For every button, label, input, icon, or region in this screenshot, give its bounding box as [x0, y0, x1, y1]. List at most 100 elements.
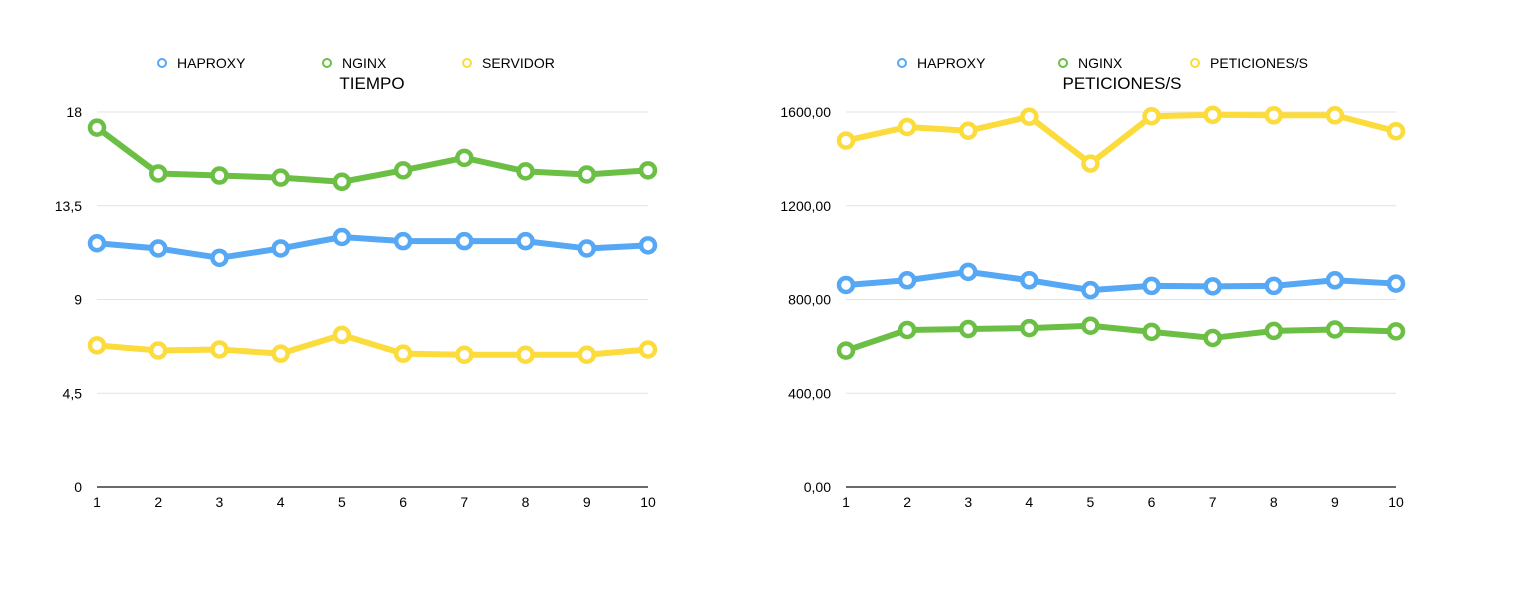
data-point — [87, 234, 107, 253]
data-point — [638, 236, 658, 255]
y-tick-label: 18 — [66, 104, 82, 120]
data-point — [516, 231, 535, 251]
chart-2: 0,00 400,00 800,00 1200,00 1600,00 1 2 3 4 5 6 7 8 9 1… — [780, 55, 1406, 510]
chart-title: PETICIONES/S — [1062, 74, 1181, 93]
x-tick-label: 3 — [216, 494, 224, 510]
y-tick-label: 800,00 — [788, 292, 831, 308]
data-point — [638, 161, 658, 180]
data-point — [516, 162, 535, 181]
data-point — [516, 345, 535, 364]
y-tick-label: 4,5 — [63, 385, 83, 401]
data-point — [393, 231, 413, 251]
data-point — [1203, 328, 1222, 348]
legend-label: PETICIONES/S — [1210, 55, 1308, 71]
x-tick-label: 5 — [1087, 494, 1095, 510]
x-tick-label: 10 — [1388, 494, 1404, 510]
legend-marker — [1190, 58, 1200, 68]
x-tick-label: 7 — [1209, 494, 1217, 510]
chart-title: TIEMPO — [339, 74, 404, 93]
data-point — [332, 172, 352, 192]
x-tick-label: 7 — [460, 494, 468, 510]
series-line-nginx — [843, 322, 1399, 354]
data-point — [958, 319, 978, 339]
series-line-haproxy — [94, 234, 651, 261]
x-tick-label: 3 — [964, 494, 972, 510]
data-point — [958, 262, 978, 282]
data-point — [1081, 316, 1100, 335]
data-point — [897, 320, 917, 340]
data-point — [1142, 276, 1161, 296]
x-tick-label: 8 — [522, 494, 530, 510]
x-tick-label: 6 — [399, 494, 407, 510]
x-tick-label: 4 — [277, 494, 285, 510]
data-point — [210, 248, 229, 268]
data-point — [1325, 320, 1345, 339]
y-tick-label: 1200,00 — [780, 198, 831, 214]
data-point — [1203, 105, 1222, 125]
data-point — [836, 341, 856, 360]
series-line-haproxy — [843, 268, 1399, 294]
legend-label: SERVIDOR — [482, 55, 555, 71]
data-point — [87, 118, 107, 137]
x-tick-label: 2 — [903, 494, 911, 510]
data-point — [332, 325, 352, 345]
y-tick-label: 9 — [74, 292, 82, 308]
data-point — [271, 344, 290, 363]
x-tick-label: 9 — [1331, 494, 1339, 510]
data-point — [148, 164, 168, 183]
series-line-nginx — [94, 124, 651, 185]
data-point — [836, 275, 856, 295]
x-tick-label: 5 — [338, 494, 346, 510]
series-line-peticiones-s — [843, 111, 1399, 167]
data-point — [455, 231, 474, 251]
legend-label: NGINX — [1078, 55, 1123, 71]
data-point — [271, 168, 290, 187]
x-tick-label: 1 — [842, 494, 850, 510]
data-point — [1264, 321, 1284, 341]
data-point — [638, 340, 658, 359]
series-line-servidor — [94, 331, 651, 358]
data-point — [577, 345, 597, 364]
data-point — [455, 345, 474, 364]
x-tick-label: 2 — [154, 494, 162, 510]
data-point — [210, 166, 229, 185]
legend-label: HAPROXY — [917, 55, 986, 71]
x-tick-label: 4 — [1025, 494, 1033, 510]
data-point — [577, 239, 597, 258]
data-point — [1081, 154, 1100, 173]
data-point — [1325, 106, 1345, 125]
data-point — [393, 344, 413, 363]
data-point — [148, 239, 168, 258]
data-point — [1020, 271, 1039, 290]
data-point — [1386, 274, 1406, 293]
data-point — [1386, 121, 1406, 141]
legend-marker — [897, 58, 907, 68]
y-tick-label: 400,00 — [788, 385, 831, 401]
data-point — [577, 165, 597, 184]
data-point — [148, 341, 168, 360]
data-point — [836, 131, 856, 150]
y-tick-label: 13,5 — [55, 198, 82, 214]
y-tick-label: 0,00 — [804, 479, 831, 495]
legend-marker — [1058, 58, 1068, 68]
data-point — [210, 340, 229, 359]
data-point — [455, 148, 474, 168]
data-point — [1264, 276, 1284, 296]
y-tick-label: 0 — [74, 479, 82, 495]
data-point — [332, 227, 352, 247]
data-point — [1081, 280, 1100, 300]
data-point — [1020, 107, 1039, 126]
data-point — [897, 271, 917, 290]
data-point — [958, 121, 978, 140]
chart-1: 0 4,5 9 13,5 18 1 2 3 4 5 6 7 8 9 10 TIEMPO HAPROXY NGINX… — [55, 55, 658, 510]
data-point — [1203, 277, 1222, 296]
data-point — [271, 239, 290, 258]
x-tick-label: 6 — [1148, 494, 1156, 510]
data-point — [393, 161, 413, 180]
x-tick-label: 10 — [640, 494, 656, 510]
data-point — [1386, 322, 1406, 341]
data-point — [1020, 318, 1039, 338]
data-point — [897, 117, 917, 137]
